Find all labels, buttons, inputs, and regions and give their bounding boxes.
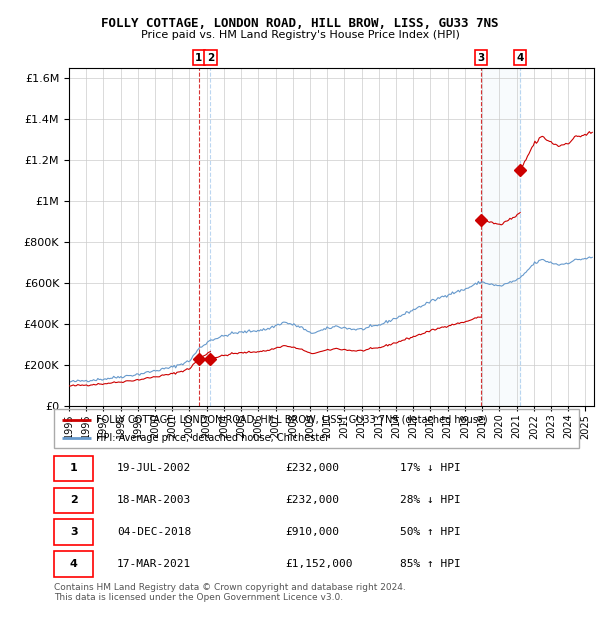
- Text: 2: 2: [206, 53, 214, 63]
- Text: £232,000: £232,000: [285, 495, 339, 505]
- Text: 28% ↓ HPI: 28% ↓ HPI: [401, 495, 461, 505]
- Text: 50% ↑ HPI: 50% ↑ HPI: [401, 527, 461, 537]
- Text: 85% ↑ HPI: 85% ↑ HPI: [401, 559, 461, 569]
- Text: £1,152,000: £1,152,000: [285, 559, 353, 569]
- FancyBboxPatch shape: [54, 487, 94, 513]
- Text: 1: 1: [195, 53, 202, 63]
- Text: £232,000: £232,000: [285, 464, 339, 474]
- Bar: [481, 68, 520, 406]
- Text: 17-MAR-2021: 17-MAR-2021: [117, 559, 191, 569]
- Text: 1: 1: [70, 464, 77, 474]
- Text: HPI: Average price, detached house, Chichester: HPI: Average price, detached house, Chic…: [96, 433, 329, 443]
- Text: 2: 2: [70, 495, 77, 505]
- Text: Price paid vs. HM Land Registry's House Price Index (HPI): Price paid vs. HM Land Registry's House …: [140, 30, 460, 40]
- Text: 4: 4: [517, 53, 524, 63]
- Text: 3: 3: [70, 527, 77, 537]
- FancyBboxPatch shape: [54, 520, 94, 545]
- Text: £910,000: £910,000: [285, 527, 339, 537]
- Text: 17% ↓ HPI: 17% ↓ HPI: [401, 464, 461, 474]
- FancyBboxPatch shape: [54, 551, 94, 577]
- Text: 18-MAR-2003: 18-MAR-2003: [117, 495, 191, 505]
- Text: 4: 4: [70, 559, 77, 569]
- FancyBboxPatch shape: [54, 456, 94, 481]
- Text: Contains HM Land Registry data © Crown copyright and database right 2024.
This d: Contains HM Land Registry data © Crown c…: [54, 583, 406, 602]
- Text: FOLLY COTTAGE, LONDON ROAD, HILL BROW, LISS, GU33 7NS (detached house): FOLLY COTTAGE, LONDON ROAD, HILL BROW, L…: [96, 415, 488, 425]
- Text: 19-JUL-2002: 19-JUL-2002: [117, 464, 191, 474]
- Text: FOLLY COTTAGE, LONDON ROAD, HILL BROW, LISS, GU33 7NS: FOLLY COTTAGE, LONDON ROAD, HILL BROW, L…: [101, 17, 499, 30]
- Text: 04-DEC-2018: 04-DEC-2018: [117, 527, 191, 537]
- Text: 3: 3: [477, 53, 484, 63]
